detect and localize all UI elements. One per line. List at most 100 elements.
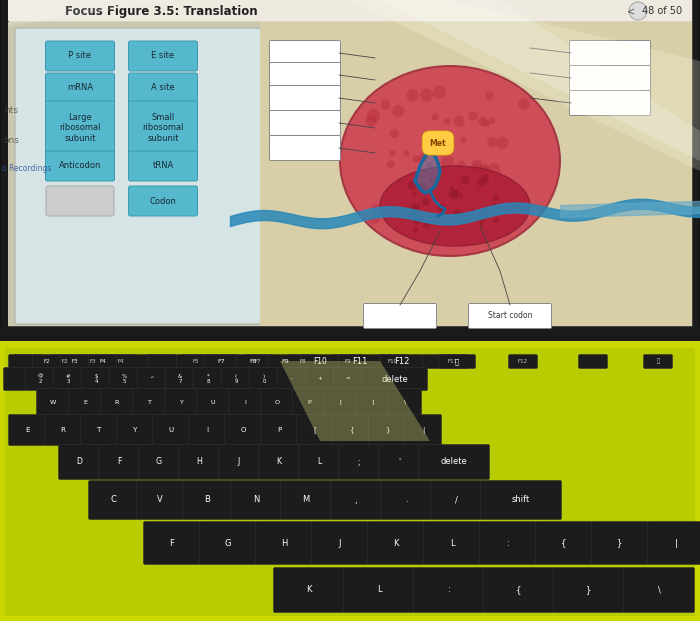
Circle shape <box>490 199 499 209</box>
FancyBboxPatch shape <box>288 355 318 368</box>
Text: ons: ons <box>4 136 20 145</box>
FancyBboxPatch shape <box>624 568 694 612</box>
FancyBboxPatch shape <box>570 65 650 91</box>
Circle shape <box>431 114 439 120</box>
Circle shape <box>438 204 445 212</box>
Text: ^: ^ <box>150 376 154 381</box>
FancyBboxPatch shape <box>344 568 414 612</box>
Ellipse shape <box>340 66 560 256</box>
Text: F11: F11 <box>448 359 458 364</box>
Circle shape <box>444 118 451 125</box>
Circle shape <box>441 155 454 169</box>
Text: F10: F10 <box>388 359 398 364</box>
Text: =: = <box>346 376 350 381</box>
Text: J: J <box>238 458 240 466</box>
Text: F8: F8 <box>249 359 257 364</box>
Circle shape <box>476 181 489 194</box>
Text: [: [ <box>340 399 342 404</box>
Circle shape <box>503 195 510 201</box>
FancyBboxPatch shape <box>4 368 27 391</box>
FancyBboxPatch shape <box>153 414 190 445</box>
Circle shape <box>419 207 426 214</box>
Circle shape <box>381 100 390 109</box>
Circle shape <box>429 178 433 182</box>
FancyBboxPatch shape <box>484 568 554 612</box>
Circle shape <box>418 183 426 191</box>
Bar <box>8 22 692 326</box>
Text: :: : <box>507 538 510 548</box>
Text: O: O <box>240 427 246 433</box>
FancyBboxPatch shape <box>164 389 197 415</box>
Ellipse shape <box>380 166 530 246</box>
FancyBboxPatch shape <box>389 389 421 415</box>
FancyBboxPatch shape <box>438 355 468 368</box>
Polygon shape <box>380 0 700 161</box>
FancyBboxPatch shape <box>258 445 300 479</box>
FancyBboxPatch shape <box>81 368 111 391</box>
FancyBboxPatch shape <box>178 445 220 479</box>
Text: E: E <box>25 427 29 433</box>
Circle shape <box>420 89 433 102</box>
Circle shape <box>629 2 647 20</box>
FancyBboxPatch shape <box>332 414 370 445</box>
FancyBboxPatch shape <box>132 389 165 415</box>
FancyBboxPatch shape <box>405 414 442 445</box>
Circle shape <box>435 173 449 186</box>
FancyBboxPatch shape <box>379 445 419 479</box>
Bar <box>260 22 692 326</box>
Text: F3: F3 <box>90 359 97 364</box>
FancyBboxPatch shape <box>570 91 650 116</box>
FancyBboxPatch shape <box>578 355 608 368</box>
Circle shape <box>518 98 530 109</box>
Text: Start codon: Start codon <box>488 312 532 320</box>
Circle shape <box>495 173 503 181</box>
Text: {: { <box>349 427 354 433</box>
FancyBboxPatch shape <box>269 355 302 368</box>
FancyBboxPatch shape <box>508 355 538 368</box>
FancyBboxPatch shape <box>244 355 272 368</box>
Circle shape <box>387 160 395 168</box>
FancyBboxPatch shape <box>298 445 340 479</box>
Text: :: : <box>447 586 450 594</box>
FancyBboxPatch shape <box>204 355 237 368</box>
FancyBboxPatch shape <box>53 368 83 391</box>
Text: R: R <box>115 399 119 404</box>
Text: G: G <box>225 538 231 548</box>
Text: F7: F7 <box>255 359 261 364</box>
Text: shift: shift <box>512 496 530 504</box>
Circle shape <box>460 137 467 143</box>
Text: I: I <box>244 399 246 404</box>
Bar <box>0 341 700 621</box>
FancyBboxPatch shape <box>218 445 260 479</box>
Circle shape <box>483 120 490 127</box>
Text: F7: F7 <box>217 359 225 364</box>
Text: K: K <box>307 586 312 594</box>
Circle shape <box>433 86 446 99</box>
Text: Met: Met <box>430 138 447 148</box>
Text: &
7: & 7 <box>178 374 182 384</box>
Polygon shape <box>350 0 700 171</box>
Text: F4: F4 <box>99 359 106 364</box>
Circle shape <box>487 137 498 147</box>
FancyBboxPatch shape <box>129 101 197 155</box>
Text: M: M <box>302 496 309 504</box>
Circle shape <box>389 150 396 157</box>
FancyBboxPatch shape <box>480 481 561 520</box>
FancyBboxPatch shape <box>165 368 195 391</box>
FancyBboxPatch shape <box>46 41 115 71</box>
Text: )
0: ) 0 <box>262 374 266 384</box>
Bar <box>0 344 700 360</box>
FancyBboxPatch shape <box>281 481 332 520</box>
Text: +: + <box>318 376 323 381</box>
Text: R: R <box>60 427 66 433</box>
FancyBboxPatch shape <box>297 414 333 445</box>
Text: @
2: @ 2 <box>37 374 43 384</box>
Circle shape <box>479 222 484 226</box>
FancyBboxPatch shape <box>249 368 279 391</box>
Text: Y: Y <box>179 399 183 404</box>
Circle shape <box>392 105 405 117</box>
Circle shape <box>470 208 475 213</box>
FancyBboxPatch shape <box>209 355 239 368</box>
Circle shape <box>410 203 420 213</box>
FancyBboxPatch shape <box>260 389 293 415</box>
